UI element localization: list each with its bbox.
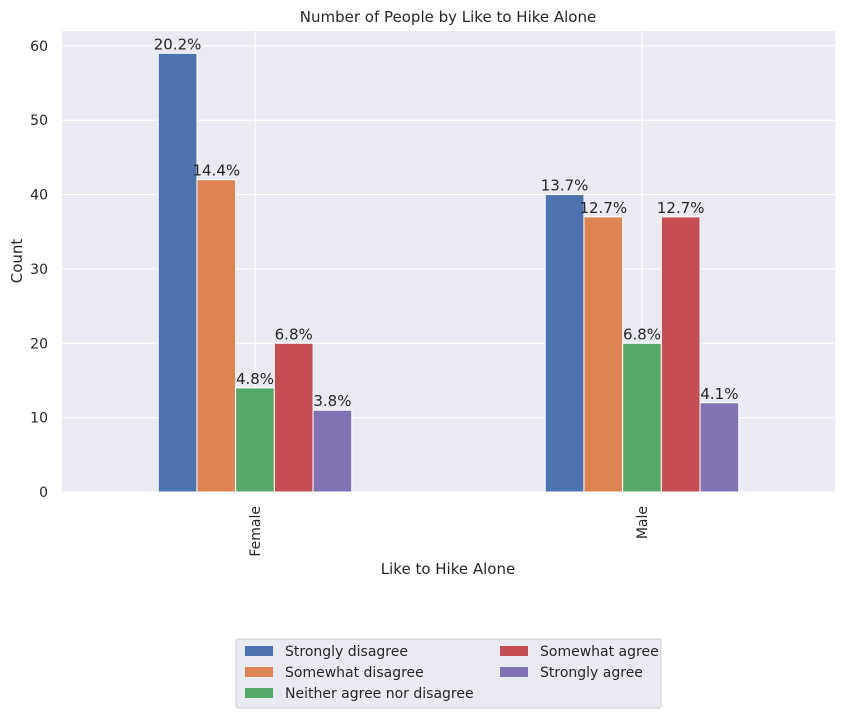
- data-label: 4.1%: [700, 385, 738, 403]
- y-tick-label: 10: [30, 411, 48, 427]
- y-tick-label: 0: [39, 485, 48, 501]
- bar: [235, 387, 275, 493]
- x-tick-label: Female: [248, 506, 264, 557]
- y-axis-label: Count: [8, 239, 26, 284]
- bars: [157, 52, 740, 493]
- legend: Strongly disagree Somewhat disagree Neithe…: [235, 638, 662, 709]
- data-label: 20.2%: [154, 35, 202, 53]
- y-tick-label: 20: [30, 336, 48, 352]
- data-label: 12.7%: [579, 199, 627, 217]
- bar: [544, 194, 585, 493]
- legend-swatch: [245, 646, 273, 656]
- legend-entry: Neither agree nor disagree: [285, 686, 474, 702]
- data-label: 4.8%: [236, 370, 274, 388]
- legend-swatch: [245, 688, 273, 698]
- x-tick-label: Male: [635, 506, 651, 539]
- legend-entry: Strongly agree: [540, 665, 643, 681]
- y-tick-label: 60: [30, 39, 48, 55]
- y-tick-label: 30: [30, 262, 48, 278]
- bar: [273, 342, 314, 493]
- data-label: 12.7%: [657, 199, 705, 217]
- data-label: 6.8%: [275, 325, 313, 343]
- legend-swatch: [500, 646, 528, 656]
- data-label: 14.4%: [192, 162, 240, 180]
- bar: [622, 342, 662, 493]
- data-labels: 20.2% 13.7% 14.4% 12.7% 4.8% 6.8% 6.8% 12.7% 3.8…: [154, 35, 739, 410]
- axes: 0 10 20 30 40 50 60 Female Male: [30, 39, 651, 557]
- data-label: 13.7%: [541, 177, 589, 195]
- data-label: 3.8%: [313, 392, 351, 410]
- legend-swatch: [500, 667, 528, 677]
- bar: [196, 179, 237, 493]
- legend-entry: Somewhat agree: [540, 644, 659, 660]
- bar: [312, 409, 353, 493]
- y-tick-label: 50: [30, 113, 48, 129]
- x-axis-label: Like to Hike Alone: [381, 560, 515, 578]
- y-tick-label: 40: [30, 188, 48, 204]
- bar: [157, 52, 198, 493]
- chart-title: Number of People by Like to Hike Alone: [300, 8, 596, 26]
- legend-box: [235, 638, 662, 709]
- data-label: 6.8%: [623, 325, 661, 343]
- legend-swatch: [245, 667, 273, 677]
- legend-entry: Somewhat disagree: [285, 665, 424, 681]
- legend-entry: Strongly disagree: [285, 644, 408, 660]
- bar: [660, 216, 701, 493]
- bar: [583, 216, 624, 493]
- bar: [699, 402, 740, 493]
